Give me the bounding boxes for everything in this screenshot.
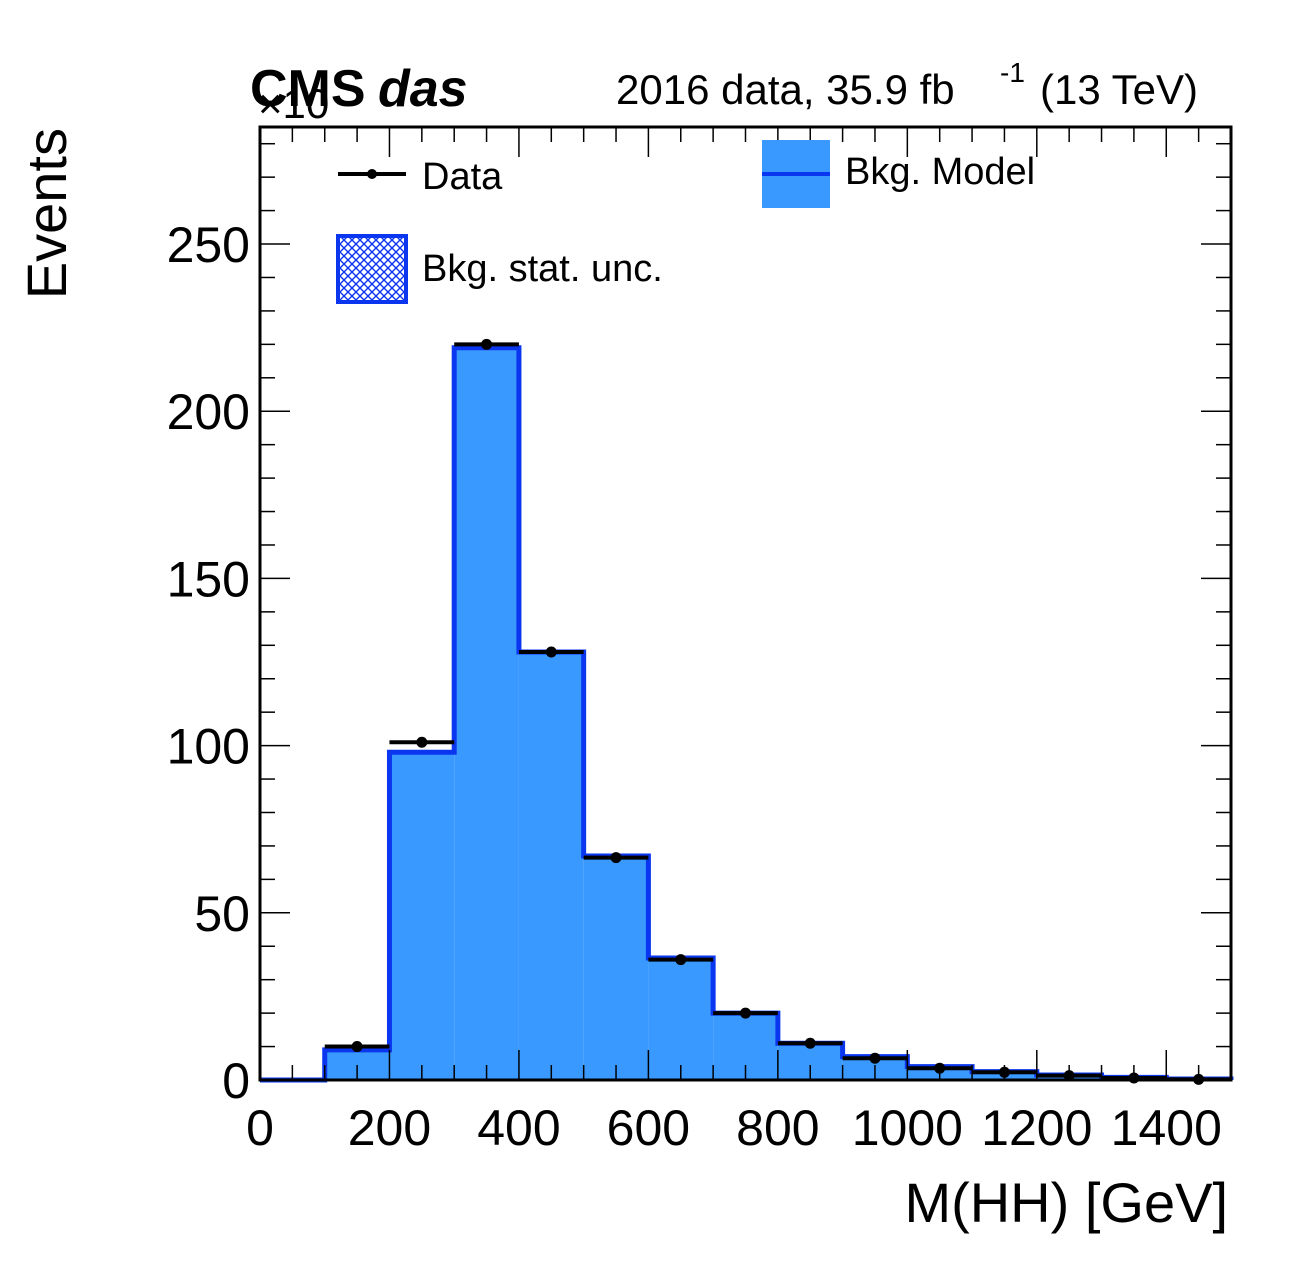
x-tick-label-800: 800 <box>736 1100 819 1156</box>
data-point-6 <box>675 954 687 966</box>
data-point-7 <box>740 1007 751 1019</box>
data-point-5 <box>610 852 622 864</box>
exponent-overlay: ×10 <box>258 80 329 127</box>
axis-ticks <box>259 127 1232 1081</box>
data-point-8 <box>804 1037 816 1049</box>
x-tick-label-600: 600 <box>607 1100 690 1156</box>
bkg-bar-4 <box>518 651 584 1080</box>
legend-label-bkg-unc: Bkg. stat. unc. <box>422 248 663 290</box>
y-tick-label-200: 200 <box>167 384 250 440</box>
legend: Data Bkg. Model Bkg. stat. unc. <box>336 140 1035 304</box>
das-label: das <box>378 60 468 118</box>
bkg-bar-2 <box>389 752 455 1080</box>
legend-entry-bkg-model: Bkg. Model <box>762 140 1035 208</box>
x-tick-label-200: 200 <box>348 1100 431 1156</box>
lumi-text: 2016 data, 35.9 fb <box>616 66 955 113</box>
data-point-9 <box>869 1052 881 1064</box>
x-tick-label-1000: 1000 <box>852 1100 963 1156</box>
data-point-3 <box>481 338 493 350</box>
legend-entry-data: Data <box>338 156 503 198</box>
x-axis-title: M(HH) [GeV] <box>904 1171 1228 1234</box>
y-tick-label-50: 50 <box>194 886 250 942</box>
data-point-1 <box>351 1041 363 1053</box>
plot-frame <box>258 125 1233 1082</box>
x-tick-label-0: 0 <box>246 1100 274 1156</box>
data-point-4 <box>545 646 557 658</box>
bkg-bar-3 <box>454 347 519 1081</box>
lumi-exponent: -1 <box>1000 57 1025 88</box>
x-tick-label-1400: 1400 <box>1111 1100 1222 1156</box>
y-tick-label-100: 100 <box>167 719 250 775</box>
energy-text: (13 TeV) <box>1040 66 1198 113</box>
legend-entry-bkg-unc: Bkg. stat. unc. <box>336 234 663 304</box>
bkg-bar-6 <box>648 957 714 1080</box>
legend-label-bkg-model: Bkg. Model <box>845 151 1035 193</box>
y-tick-label-0: 0 <box>222 1053 250 1109</box>
x-tick-label-1200: 1200 <box>981 1100 1092 1156</box>
y-tick-label-250: 250 <box>167 217 250 273</box>
data-point-2 <box>416 736 428 748</box>
legend-label-data: Data <box>422 156 503 198</box>
y-axis-title: Events <box>15 128 78 299</box>
bkg-model-histogram <box>260 345 1234 1083</box>
tick-labels: 0 200 400 600 800 1000 1200 1400 0 50 100 150 200 250 <box>167 217 1222 1156</box>
cms-label: CMS <box>250 60 366 118</box>
x-tick-label-400: 400 <box>477 1100 560 1156</box>
bkg-bar-5 <box>583 855 649 1080</box>
y-tick-label-150: 150 <box>167 551 250 607</box>
